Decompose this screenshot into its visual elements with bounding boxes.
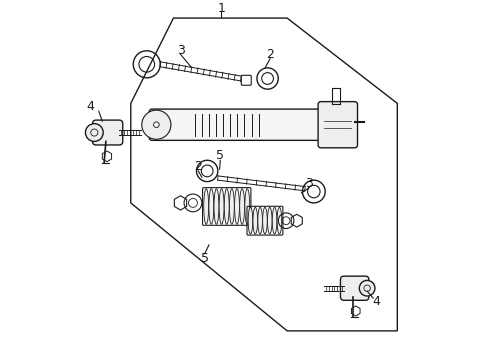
Ellipse shape xyxy=(272,207,276,234)
Circle shape xyxy=(85,123,103,141)
Text: 5: 5 xyxy=(216,149,224,162)
Text: 2: 2 xyxy=(265,48,273,61)
Text: 4: 4 xyxy=(86,100,94,113)
Ellipse shape xyxy=(257,207,262,234)
Ellipse shape xyxy=(229,189,234,224)
Ellipse shape xyxy=(203,189,208,224)
Ellipse shape xyxy=(277,207,281,234)
Text: 3: 3 xyxy=(305,177,312,190)
Text: 3: 3 xyxy=(176,44,184,57)
Ellipse shape xyxy=(262,207,266,234)
Ellipse shape xyxy=(234,189,239,224)
Ellipse shape xyxy=(252,207,257,234)
Circle shape xyxy=(359,280,374,296)
FancyBboxPatch shape xyxy=(92,120,122,145)
Text: 1: 1 xyxy=(217,2,225,15)
Ellipse shape xyxy=(244,189,249,224)
FancyBboxPatch shape xyxy=(149,109,325,140)
Ellipse shape xyxy=(267,207,271,234)
Ellipse shape xyxy=(219,189,224,224)
Text: 2: 2 xyxy=(194,160,202,173)
Text: 4: 4 xyxy=(372,295,380,308)
Ellipse shape xyxy=(248,207,252,234)
Ellipse shape xyxy=(239,189,244,224)
Circle shape xyxy=(142,110,171,139)
FancyBboxPatch shape xyxy=(340,276,368,300)
FancyBboxPatch shape xyxy=(317,102,357,148)
Ellipse shape xyxy=(208,189,213,224)
Ellipse shape xyxy=(214,189,219,224)
Text: 5: 5 xyxy=(200,252,208,265)
Ellipse shape xyxy=(224,189,229,224)
